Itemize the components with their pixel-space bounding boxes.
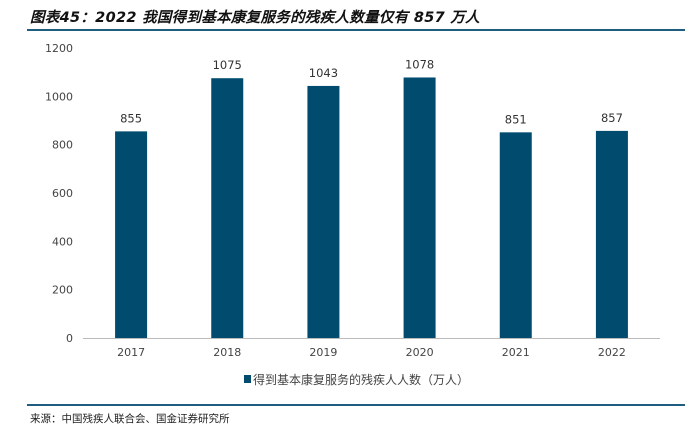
data-label: 1078	[405, 57, 434, 71]
source-divider	[27, 404, 685, 406]
y-tick-label: 400	[52, 235, 73, 248]
source-note: 来源：中国残疾人联合会、国金证券研究所	[30, 413, 230, 425]
y-tick-label: 1200	[45, 42, 73, 55]
y-tick-label: 600	[52, 187, 73, 200]
chart-title: 图表45：2022 我国得到基本康复服务的残疾人数量仅有 857 万人	[30, 10, 480, 26]
legend-label: 得到基本康复服务的残疾人人数（万人）	[253, 372, 469, 387]
data-label: 851	[505, 112, 527, 126]
y-tick-label: 200	[52, 284, 73, 297]
bar-2017	[115, 131, 148, 338]
data-label: 1043	[309, 66, 338, 80]
data-label: 857	[601, 111, 623, 125]
y-tick-label: 1000	[45, 90, 73, 103]
x-tick-label: 2019	[309, 346, 337, 359]
bar-2020	[403, 77, 436, 338]
x-tick-label: 2021	[502, 346, 530, 359]
legend-swatch	[244, 375, 251, 383]
y-tick-label: 800	[52, 139, 73, 152]
title-divider	[27, 29, 685, 31]
y-tick-label: 0	[66, 332, 73, 345]
x-tick-label: 2022	[598, 346, 626, 359]
x-tick-label: 2017	[117, 346, 145, 359]
bar-2022	[595, 130, 628, 338]
bar-2021	[499, 132, 532, 338]
bar-2018	[211, 78, 244, 338]
x-tick-label: 2018	[213, 346, 241, 359]
x-tick-label: 2020	[406, 346, 434, 359]
data-label: 1075	[213, 58, 242, 72]
data-label: 855	[120, 111, 142, 125]
bar-2019	[307, 85, 340, 338]
